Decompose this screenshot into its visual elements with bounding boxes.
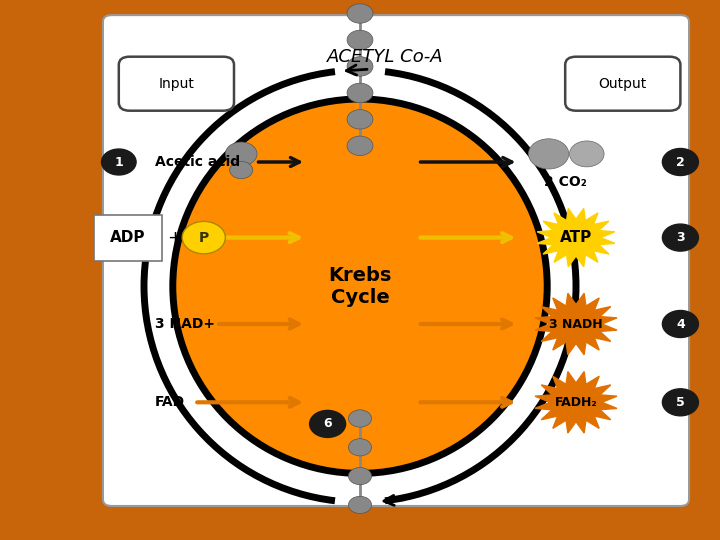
Circle shape [348, 468, 372, 485]
Ellipse shape [173, 99, 547, 474]
Text: 3 NADH: 3 NADH [549, 318, 603, 330]
FancyBboxPatch shape [103, 15, 689, 506]
Text: ATP: ATP [560, 230, 592, 245]
Text: 5: 5 [676, 396, 685, 409]
Text: P: P [199, 231, 209, 245]
Circle shape [102, 149, 136, 175]
Text: Krebs
Cycle: Krebs Cycle [328, 266, 392, 307]
Circle shape [662, 389, 698, 416]
Text: FADH₂: FADH₂ [554, 396, 598, 409]
Text: ACETYL Co-A: ACETYL Co-A [327, 48, 444, 66]
Text: +: + [168, 228, 182, 247]
Polygon shape [535, 293, 617, 355]
Circle shape [347, 57, 373, 76]
Circle shape [570, 141, 604, 167]
Circle shape [662, 224, 698, 251]
Circle shape [662, 310, 698, 338]
Text: FAD: FAD [155, 395, 185, 409]
Text: Input: Input [158, 77, 194, 91]
Circle shape [348, 410, 372, 427]
Circle shape [310, 410, 346, 437]
FancyBboxPatch shape [94, 215, 162, 261]
Circle shape [348, 438, 372, 456]
Polygon shape [537, 208, 615, 267]
Text: 1: 1 [114, 156, 123, 168]
Text: 2: 2 [676, 156, 685, 168]
Circle shape [348, 496, 372, 514]
Circle shape [347, 136, 373, 156]
FancyBboxPatch shape [565, 57, 680, 111]
FancyBboxPatch shape [119, 57, 234, 111]
Circle shape [347, 110, 373, 129]
Text: ADP: ADP [110, 230, 146, 245]
Circle shape [225, 142, 257, 166]
Circle shape [347, 83, 373, 103]
Circle shape [662, 148, 698, 176]
Text: 2 CO₂: 2 CO₂ [544, 176, 587, 190]
Text: Acetic acid: Acetic acid [155, 155, 240, 169]
Text: 4: 4 [676, 318, 685, 330]
Text: 6: 6 [323, 417, 332, 430]
Text: 3: 3 [676, 231, 685, 244]
Circle shape [182, 221, 225, 254]
Circle shape [230, 161, 253, 179]
Circle shape [347, 4, 373, 23]
Circle shape [347, 30, 373, 50]
Circle shape [528, 139, 569, 169]
Text: Output: Output [598, 77, 647, 91]
Text: 3 NAD+: 3 NAD+ [155, 317, 215, 331]
Polygon shape [535, 372, 617, 433]
